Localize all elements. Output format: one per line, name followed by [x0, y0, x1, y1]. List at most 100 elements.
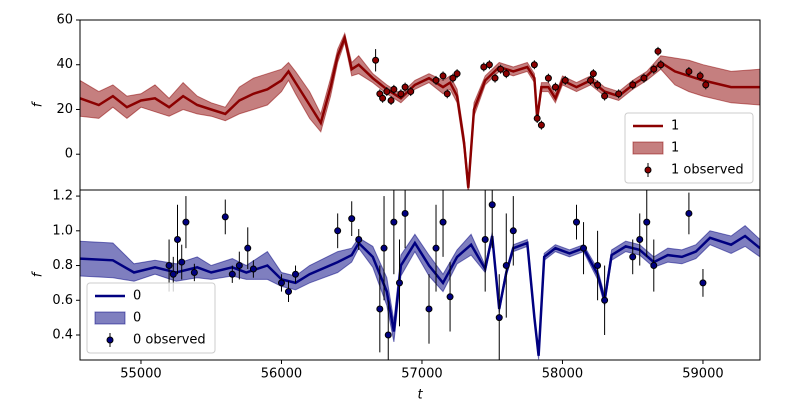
legend-swatch [106, 336, 114, 344]
observed-point [383, 88, 391, 96]
legend-box [624, 112, 754, 184]
observed-point [221, 213, 229, 221]
observed-point [573, 218, 581, 226]
observed-point [390, 218, 398, 226]
observed-point [601, 92, 609, 100]
observed-point [537, 121, 545, 129]
observed-point [654, 47, 662, 55]
x-tick-label: 56000 [261, 367, 302, 382]
observed-point [439, 72, 447, 80]
observed-point [636, 235, 644, 243]
observed-point [190, 268, 198, 276]
y-tick-label: 0.6 [52, 293, 73, 308]
observed-point [551, 83, 559, 91]
observed-point [397, 90, 405, 98]
observed-point [497, 65, 505, 73]
y-axis-label: f [31, 270, 46, 277]
observed-point [387, 97, 395, 105]
observed-point [449, 74, 457, 82]
observed-point [249, 265, 257, 273]
observed-point [401, 83, 409, 91]
observed-point [432, 244, 440, 252]
legend-swatch [94, 311, 126, 325]
observed-point [446, 293, 454, 301]
y-axis-label: f [31, 100, 46, 107]
observed-point [699, 279, 707, 287]
observed-point [169, 270, 177, 278]
observed-point [277, 279, 285, 287]
observed-point [355, 235, 363, 243]
observed-point [601, 296, 609, 304]
observed-point [685, 209, 693, 217]
observed-point [376, 305, 384, 313]
legend: 0 0 0 observed [86, 282, 216, 354]
observed-point [594, 81, 602, 89]
observed-point [594, 262, 602, 270]
observed-point [425, 305, 433, 313]
legend-label: 1 [671, 141, 679, 156]
observed-point [696, 72, 704, 80]
x-tick-label: 55000 [120, 367, 161, 382]
observed-point [544, 74, 552, 82]
observed-point [587, 76, 595, 84]
observed-point [244, 244, 252, 252]
observed-point [480, 63, 488, 71]
observed-point [491, 74, 499, 82]
y-tick-label: 20 [56, 102, 73, 117]
legend-swatch [632, 141, 664, 155]
observed-point [284, 288, 292, 296]
x-axis-label: t [417, 388, 423, 400]
y-tick-label: 0.8 [52, 258, 73, 273]
observed-point [228, 270, 236, 278]
observed-point [629, 253, 637, 261]
plot-area [80, 190, 760, 360]
x-tick-label: 59000 [682, 367, 723, 382]
observed-point [702, 81, 710, 89]
observed-point [657, 61, 665, 69]
x-tick-label: 58000 [542, 367, 583, 382]
observed-point [481, 235, 489, 243]
observed-point [453, 70, 461, 78]
mean-line [80, 234, 760, 356]
observed-point [650, 262, 658, 270]
legend-label: 1 observed [671, 163, 744, 178]
observed-point [380, 244, 388, 252]
observed-point [650, 65, 658, 73]
mean-line [80, 33, 760, 188]
observed-point [334, 227, 342, 235]
y-tick-label: 1.2 [52, 189, 73, 204]
observed-point [589, 70, 597, 78]
observed-point [443, 90, 451, 98]
y-tick-label: 0.4 [52, 327, 73, 342]
observed-point [502, 70, 510, 78]
legend-label: 0 observed [133, 333, 206, 348]
observed-point [390, 85, 398, 93]
y-tick-label: 40 [56, 57, 73, 72]
observed-point [178, 258, 186, 266]
x-tick-label: 57000 [401, 367, 442, 382]
observed-point [395, 279, 403, 287]
observed-point [561, 76, 569, 84]
observed-point [348, 215, 356, 223]
observed-point [685, 67, 693, 75]
observed-point [292, 270, 300, 278]
observed-point [407, 88, 415, 96]
legend-box [86, 282, 216, 354]
y-tick-label: 1.0 [52, 223, 73, 238]
observed-point [495, 314, 503, 322]
observed-point [235, 262, 243, 270]
legend-label: 0 [133, 311, 141, 326]
observed-point [401, 209, 409, 217]
observed-point [533, 114, 541, 122]
plot-area [80, 31, 760, 190]
observed-point [485, 61, 493, 69]
observed-point [439, 218, 447, 226]
observed-point [174, 235, 182, 243]
observed-point [165, 262, 173, 270]
legend-label: 0 [133, 289, 141, 304]
observed-point [372, 56, 380, 64]
observed-point [580, 244, 588, 252]
observed-point [643, 218, 651, 226]
observed-point [488, 201, 496, 209]
